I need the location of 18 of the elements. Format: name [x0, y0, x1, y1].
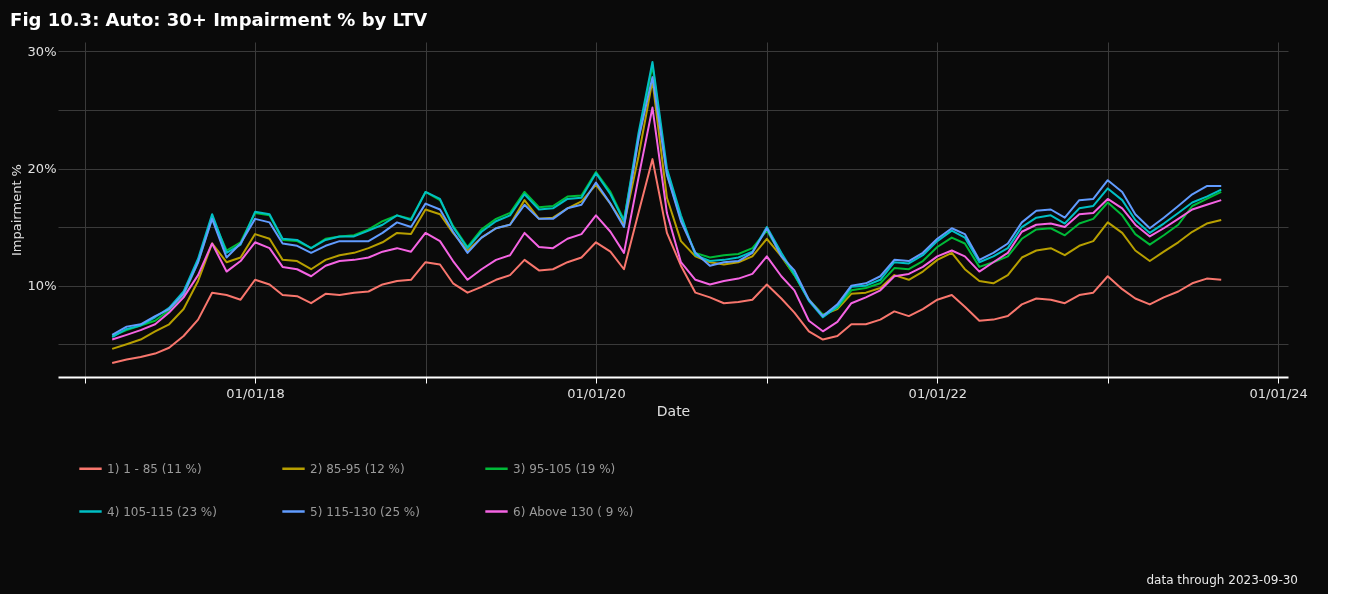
- x-tick-label: 01/01/22: [908, 385, 967, 401]
- legend-label: 6) Above 130 ( 9 %): [513, 504, 634, 519]
- legend-label: 2) 85-95 (12 %): [310, 461, 405, 476]
- legend-label: 1) 1 - 85 (11 %): [107, 461, 202, 476]
- y-tick-label: 20%: [27, 161, 57, 176]
- line-series: [111, 158, 1223, 364]
- x-tick-label: 01/01/24: [1249, 385, 1308, 401]
- y-axis-title: Impairment %: [8, 164, 24, 256]
- text: data through 2023-09-30: [1146, 573, 1298, 587]
- x-tick-label: 01/01/18: [226, 385, 285, 401]
- legend-label: 3) 95-105 (19 %): [513, 461, 616, 476]
- x-tick-label: 01/01/20: [567, 385, 626, 401]
- chart-title: Fig 10.3: Auto: 30+ Impairment % by LTV: [10, 9, 428, 30]
- x-axis-title: Date: [656, 402, 691, 419]
- y-tick-label: 30%: [27, 43, 57, 59]
- y-tick-label: 10%: [27, 278, 57, 294]
- legend-label: 4) 105-115 (23 %): [107, 504, 217, 519]
- legend-label: 5) 115-130 (25 %): [310, 504, 420, 519]
